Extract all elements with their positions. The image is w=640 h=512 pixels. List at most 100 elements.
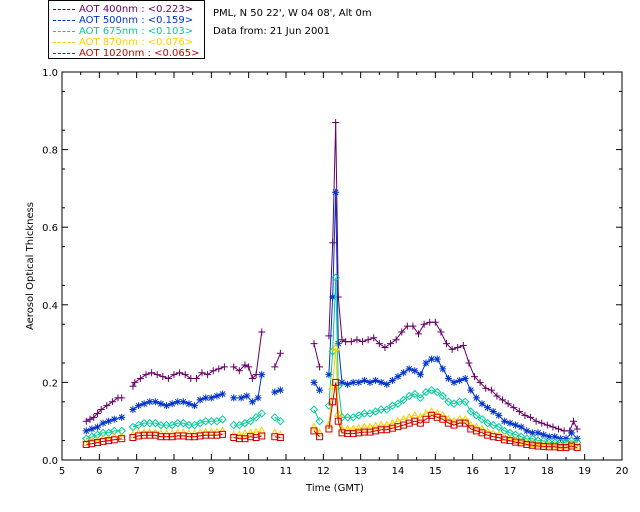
data-point bbox=[207, 394, 215, 402]
data-point bbox=[93, 436, 102, 444]
x-tick-label: 19 bbox=[578, 466, 591, 477]
data-point bbox=[316, 386, 324, 394]
data-point bbox=[354, 423, 364, 432]
data-point bbox=[310, 378, 318, 386]
data-point bbox=[338, 378, 346, 386]
series-1 bbox=[82, 188, 581, 443]
data-point bbox=[398, 328, 406, 336]
data-point bbox=[331, 342, 341, 351]
data-point bbox=[538, 419, 546, 427]
data-point bbox=[246, 416, 255, 426]
data-point bbox=[432, 408, 442, 417]
series-line bbox=[328, 382, 578, 449]
data-point bbox=[157, 400, 165, 408]
data-point bbox=[140, 400, 148, 408]
data-point bbox=[99, 419, 107, 427]
data-point bbox=[181, 371, 189, 379]
data-point bbox=[145, 418, 154, 428]
data-point bbox=[117, 426, 126, 436]
data-point bbox=[248, 398, 256, 406]
data-point bbox=[449, 416, 459, 425]
data-point bbox=[528, 439, 537, 448]
data-point bbox=[432, 387, 442, 397]
data-point bbox=[98, 428, 108, 438]
data-point bbox=[81, 438, 91, 446]
y-tick-label: 0.2 bbox=[42, 378, 58, 389]
data-point bbox=[174, 398, 182, 406]
data-point bbox=[427, 406, 436, 415]
data-point bbox=[276, 433, 284, 441]
data-point bbox=[184, 420, 194, 430]
data-point bbox=[234, 430, 244, 439]
data-point bbox=[444, 414, 453, 423]
data-point bbox=[343, 413, 352, 422]
data-point bbox=[471, 373, 479, 381]
data-point bbox=[129, 406, 137, 414]
data-point bbox=[523, 427, 531, 435]
data-point bbox=[399, 395, 408, 405]
data-point bbox=[555, 425, 563, 433]
data-point bbox=[251, 413, 261, 422]
data-point bbox=[506, 419, 514, 427]
data-point bbox=[148, 369, 156, 377]
data-point bbox=[202, 394, 210, 402]
data-point bbox=[139, 418, 149, 428]
y-tick-label: 0.0 bbox=[42, 456, 58, 467]
data-point bbox=[517, 423, 525, 431]
x-tick-label: 16 bbox=[466, 466, 479, 477]
data-point bbox=[270, 428, 280, 437]
data-point bbox=[382, 420, 392, 429]
data-point bbox=[420, 320, 428, 328]
data-point bbox=[427, 385, 436, 395]
data-point bbox=[484, 404, 492, 412]
data-point bbox=[105, 417, 113, 425]
data-point bbox=[218, 426, 227, 435]
data-point bbox=[168, 400, 176, 408]
data-point bbox=[360, 422, 369, 431]
data-point bbox=[338, 336, 346, 344]
data-point bbox=[185, 400, 193, 408]
data-point bbox=[549, 423, 557, 431]
data-point bbox=[219, 390, 227, 398]
data-point bbox=[276, 416, 285, 426]
series-line bbox=[86, 438, 122, 445]
data-point bbox=[533, 439, 543, 448]
legend-item-1020: AOT 1020nm : <0.065> bbox=[53, 48, 199, 59]
data-point bbox=[230, 363, 238, 371]
data-point bbox=[476, 378, 484, 386]
data-point bbox=[170, 371, 178, 379]
data-point bbox=[405, 365, 413, 373]
data-point bbox=[539, 439, 548, 448]
data-point bbox=[466, 420, 476, 429]
data-point bbox=[309, 422, 319, 431]
data-point bbox=[207, 416, 216, 426]
data-point bbox=[104, 434, 114, 442]
data-point bbox=[387, 340, 395, 348]
data-point bbox=[383, 380, 391, 388]
data-point bbox=[569, 417, 577, 425]
data-point bbox=[455, 397, 464, 407]
data-point bbox=[527, 413, 535, 421]
data-point bbox=[521, 411, 529, 419]
data-point bbox=[332, 378, 340, 386]
data-point bbox=[540, 431, 548, 439]
data-point bbox=[376, 405, 386, 414]
data-point bbox=[545, 433, 553, 441]
data-point bbox=[455, 414, 464, 423]
data-point bbox=[198, 369, 206, 377]
data-point bbox=[394, 373, 402, 381]
data-point bbox=[325, 371, 333, 379]
data-point bbox=[235, 367, 243, 375]
series-line bbox=[132, 433, 223, 438]
data-point bbox=[241, 361, 249, 369]
y-tick-label: 1.0 bbox=[42, 68, 58, 79]
legend-label: AOT 500nm : <0.159> bbox=[79, 15, 194, 26]
data-point bbox=[431, 318, 439, 326]
data-point bbox=[316, 433, 324, 441]
data-point bbox=[366, 378, 374, 386]
x-tick-label: 9 bbox=[208, 466, 214, 477]
data-point bbox=[110, 426, 119, 436]
data-point bbox=[258, 371, 266, 379]
data-point bbox=[416, 419, 424, 427]
data-point bbox=[483, 418, 492, 428]
